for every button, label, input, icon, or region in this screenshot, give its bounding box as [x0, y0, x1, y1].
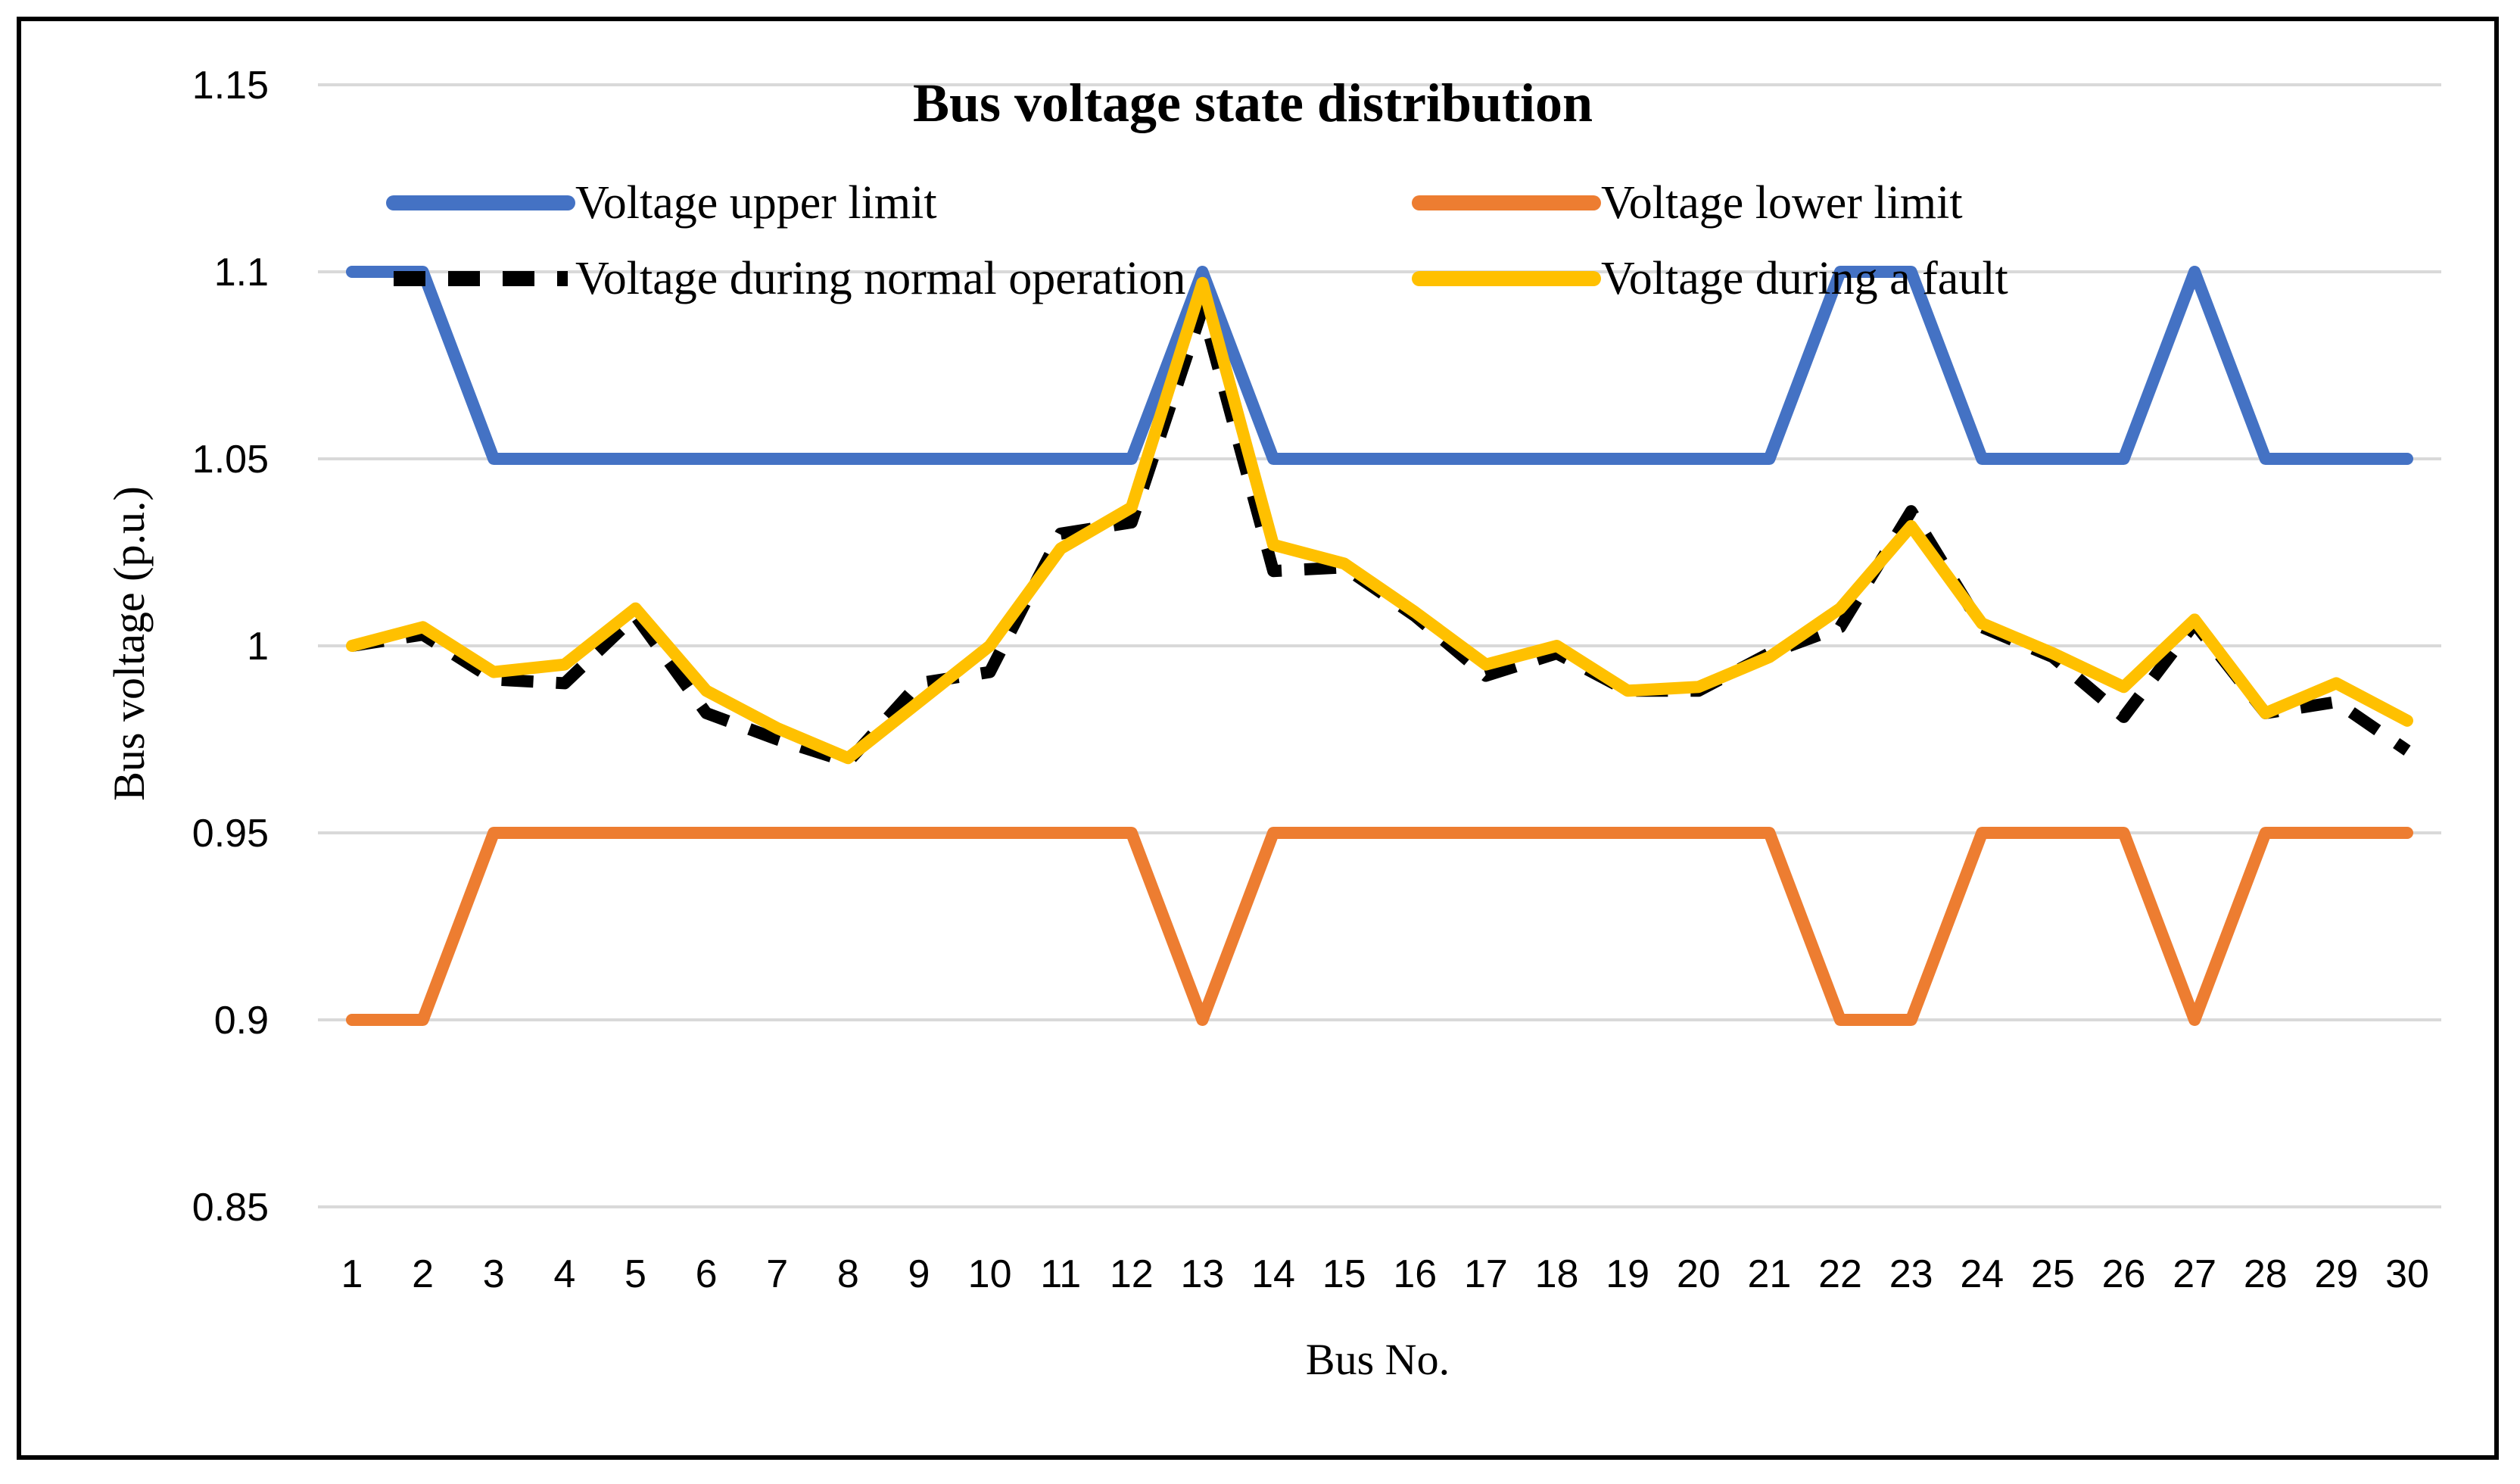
- x-tick-label: 22: [1818, 1252, 1862, 1296]
- x-axis-ticks: 1 2 3 4 5 6 7 8 9 10 11 12 13 14 15 16 17 18 19 20 21 22 23 24 2…: [341, 1252, 2429, 1296]
- series-line-2: [346, 827, 2413, 1026]
- x-tick-label: 11: [1040, 1252, 1081, 1296]
- series-line-4: [346, 276, 2413, 765]
- x-tick-label: 9: [908, 1252, 930, 1296]
- x-tick-label: 12: [1110, 1252, 1154, 1296]
- x-tick-label: 16: [1393, 1252, 1437, 1296]
- x-tick-label: 29: [2314, 1252, 2358, 1296]
- legend-label-3: Voltage during normal operation: [575, 253, 1185, 304]
- y-axis-label: Bus voltage (p.u.): [104, 486, 154, 801]
- x-tick-label: 26: [2102, 1252, 2146, 1296]
- x-axis-label: Bus No.: [1306, 1335, 1450, 1384]
- y-tick-label: 1.15: [192, 64, 269, 108]
- series-line-1: [346, 266, 2413, 465]
- x-tick-label: 5: [625, 1252, 646, 1296]
- series-line-3: [350, 303, 2411, 768]
- y-tick-label: 0.85: [192, 1186, 269, 1230]
- y-tick-label: 0.95: [192, 812, 269, 856]
- x-tick-label: 15: [1322, 1252, 1366, 1296]
- x-tick-label: 7: [766, 1252, 788, 1296]
- legend-label-1: Voltage upper limit: [575, 177, 937, 229]
- legend-label-2: Voltage lower limit: [1601, 177, 1963, 229]
- x-tick-label: 18: [1535, 1252, 1579, 1296]
- x-tick-label: 23: [1889, 1252, 1933, 1296]
- y-tick-label: 0.9: [214, 999, 269, 1043]
- x-tick-label: 21: [1747, 1252, 1791, 1296]
- legend-label-4: Voltage during a fault: [1601, 253, 2008, 304]
- x-tick-label: 24: [1960, 1252, 2004, 1296]
- y-tick-label: 1.1: [214, 251, 269, 295]
- x-tick-label: 1: [341, 1252, 363, 1296]
- series-lines: [346, 266, 2413, 1026]
- x-tick-label: 30: [2385, 1252, 2429, 1296]
- y-tick-label: 1.05: [192, 438, 269, 482]
- x-tick-label: 19: [1606, 1252, 1649, 1296]
- chart-title: Bus voltage state distribution: [913, 73, 1593, 133]
- x-tick-label: 25: [2031, 1252, 2075, 1296]
- x-tick-label: 13: [1181, 1252, 1225, 1296]
- x-tick-label: 20: [1677, 1252, 1721, 1296]
- x-tick-label: 28: [2244, 1252, 2288, 1296]
- x-tick-label: 10: [968, 1252, 1012, 1296]
- x-tick-label: 8: [837, 1252, 859, 1296]
- chart-frame: [17, 17, 2499, 1460]
- x-tick-label: 2: [412, 1252, 434, 1296]
- x-tick-label: 3: [483, 1252, 505, 1296]
- x-tick-label: 17: [1464, 1252, 1508, 1296]
- x-tick-label: 4: [553, 1252, 575, 1296]
- legend: Voltage upper limit Voltage lower limit Vo…: [386, 177, 2008, 304]
- x-tick-label: 27: [2173, 1252, 2216, 1296]
- y-tick-label: 1: [247, 625, 269, 669]
- y-axis-ticks: 0.85 0.9 0.95 1 1.05 1.1 1.15: [192, 64, 269, 1230]
- x-tick-label: 6: [696, 1252, 718, 1296]
- x-tick-label: 14: [1251, 1252, 1295, 1296]
